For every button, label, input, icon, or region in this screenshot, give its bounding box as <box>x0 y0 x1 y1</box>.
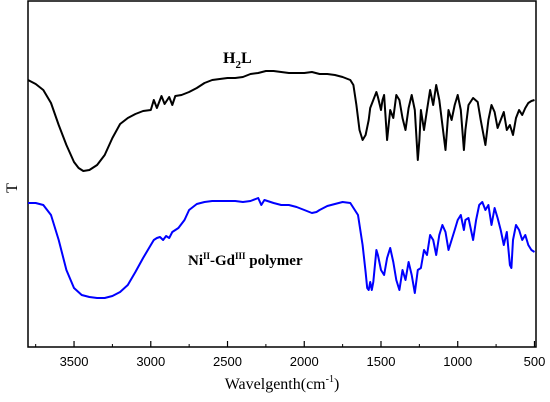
x-tick-label: 500 <box>524 354 546 369</box>
x-tick-label: 3000 <box>136 354 165 369</box>
plot-frame <box>27 0 537 348</box>
x-tick-label: 2500 <box>213 354 242 369</box>
x-tick-label: 2000 <box>290 354 319 369</box>
x-axis-label-close: ) <box>334 376 339 393</box>
series-line-h2l <box>27 70 535 172</box>
x-axis-ticks: 3500 3000 2500 2000 1500 1000 500 <box>35 341 546 369</box>
series-label-ni-gd-polymer: NiII-GdIII polymer <box>188 251 303 269</box>
x-tick-label: 3500 <box>60 354 89 369</box>
x-tick-label: 1500 <box>367 354 396 369</box>
series-layer <box>27 70 536 299</box>
x-axis-label-main: Wavelgenth(cm <box>225 376 326 393</box>
y-axis-label: T <box>4 183 21 193</box>
series-label-h2l: H2L <box>223 50 252 71</box>
labels-layer: H2L NiII-GdIII polymer <box>188 50 303 269</box>
x-tick-label: 1000 <box>443 354 472 369</box>
x-axis-label-sup: -1 <box>326 374 334 385</box>
series-line-ni-gd-polymer <box>28 197 536 299</box>
x-axis-label: Wavelgenth(cm-1) <box>225 374 340 393</box>
